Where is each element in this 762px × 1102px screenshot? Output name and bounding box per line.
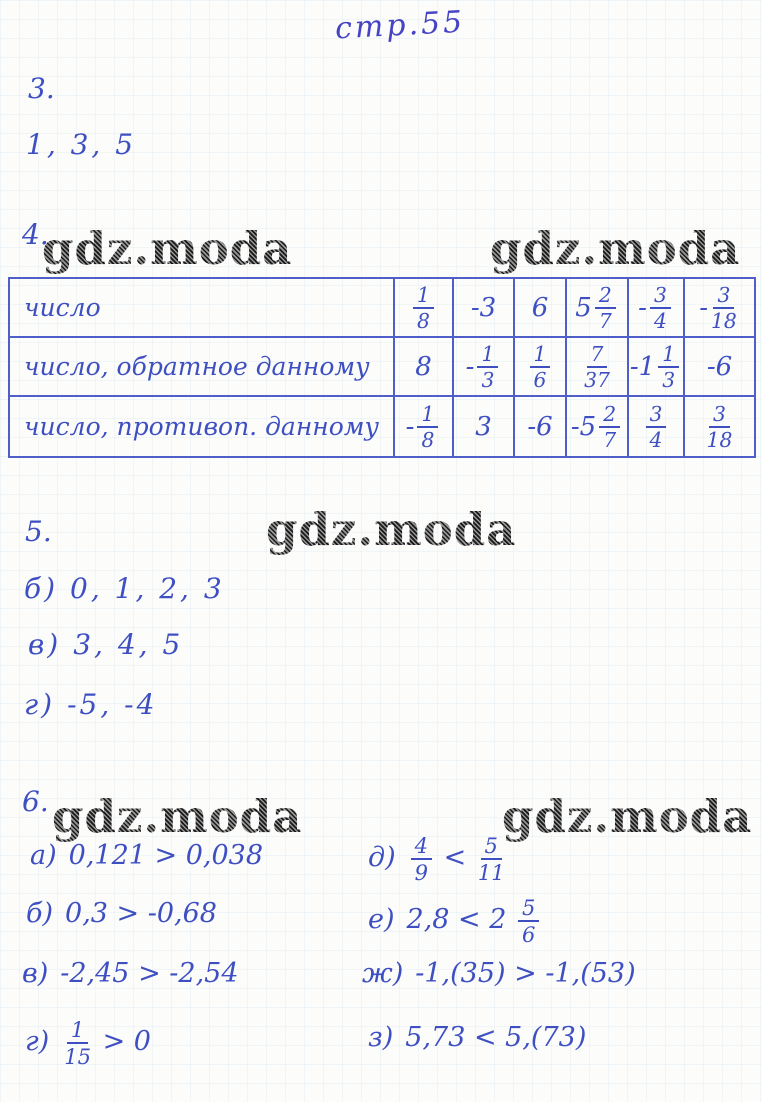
item-text: -5, -4 (67, 688, 158, 721)
fraction: 7 37 (584, 341, 610, 392)
problem-4-label: 4. (22, 218, 49, 251)
table-cell: -1 1 3 (629, 338, 685, 397)
comparison: 1 15 > 0 (64, 1017, 151, 1070)
item-label: а) (30, 840, 57, 871)
problem-3-label: 3. (28, 72, 55, 105)
answer-line-6z: з) 5,73 < 5,(73) (368, 1022, 586, 1053)
table-cell: 3 18 (685, 397, 754, 456)
item-text: 3, 4, 5 (73, 628, 184, 661)
row-header-number: число (10, 279, 395, 338)
table-cell: -3 (454, 279, 515, 338)
table-cell: -6 (685, 338, 754, 397)
item-label: г) (25, 1026, 50, 1058)
item-label: в) (28, 628, 62, 661)
problem-6-label: 6. (22, 785, 49, 818)
answer-line-6b: б) 0,3 > -0,68 (26, 898, 217, 929)
table-cell: 3 (454, 397, 515, 456)
table-cell: -6 (515, 397, 567, 456)
item-label: д) (368, 842, 396, 874)
answer-line-5g: г) -5, -4 (24, 688, 157, 721)
answer-line-6d: д) 4 9 < 5 11 (368, 834, 508, 883)
table-cell: 8 (395, 338, 454, 397)
problem-5-label: 5. (25, 515, 52, 548)
answer-line-6v: в) -2,45 > -2,54 (22, 958, 239, 989)
comparison: 0,3 > -0,68 (65, 898, 217, 929)
comparison: 0,121 > 0,038 (68, 840, 264, 871)
item-label: б) (24, 572, 59, 605)
item-text: 0, 1, 2, 3 (70, 572, 225, 605)
watermark-bottom-right: gdz.moda (502, 790, 753, 843)
fraction: 1 15 (64, 1017, 91, 1070)
item-label: ж) (362, 958, 404, 989)
watermark-bottom-left: gdz.moda (52, 790, 303, 843)
item-label: в) (22, 958, 49, 989)
table-cell: -5 2 7 (567, 397, 629, 456)
answer-line-6g: г) 1 15 > 0 (25, 1018, 151, 1067)
watermark-middle: gdz.moda (266, 503, 517, 556)
item-label: з) (368, 1022, 394, 1053)
comparison: -2,45 > -2,54 (60, 958, 239, 989)
table-cell: 6 (515, 279, 567, 338)
fraction: 3 18 (706, 401, 733, 452)
fraction: 5 11 (477, 833, 505, 886)
answer-line-6zh: ж) -1,(35) > -1,(53) (362, 958, 636, 989)
item-label: г) (24, 688, 56, 721)
row-header-opposite: число, противоп. данному (10, 397, 395, 456)
page-title: стр.55 (334, 4, 466, 47)
comparison: -1,(35) > -1,(53) (415, 958, 636, 989)
answer-line-5v: в) 3, 4, 5 (28, 628, 183, 661)
table-cell: 7 37 (567, 338, 629, 397)
answer-line-6a: а) 0,121 > 0,038 (30, 840, 263, 871)
table-cell: -3 18 (685, 279, 754, 338)
problem-3-answer: 1, 3, 5 (26, 128, 137, 161)
row-header-reciprocal: число, обратное данному (10, 338, 395, 397)
item-label: б) (26, 898, 54, 929)
fraction: 3 18 (711, 282, 737, 333)
watermark-top-right: gdz.moda (490, 222, 741, 275)
answer-line-5b: б) 0, 1, 2, 3 (24, 572, 225, 605)
item-label: е) (368, 904, 395, 936)
comparison: 5,73 < 5,(73) (405, 1022, 587, 1053)
watermark-top-left: gdz.moda (42, 222, 293, 275)
